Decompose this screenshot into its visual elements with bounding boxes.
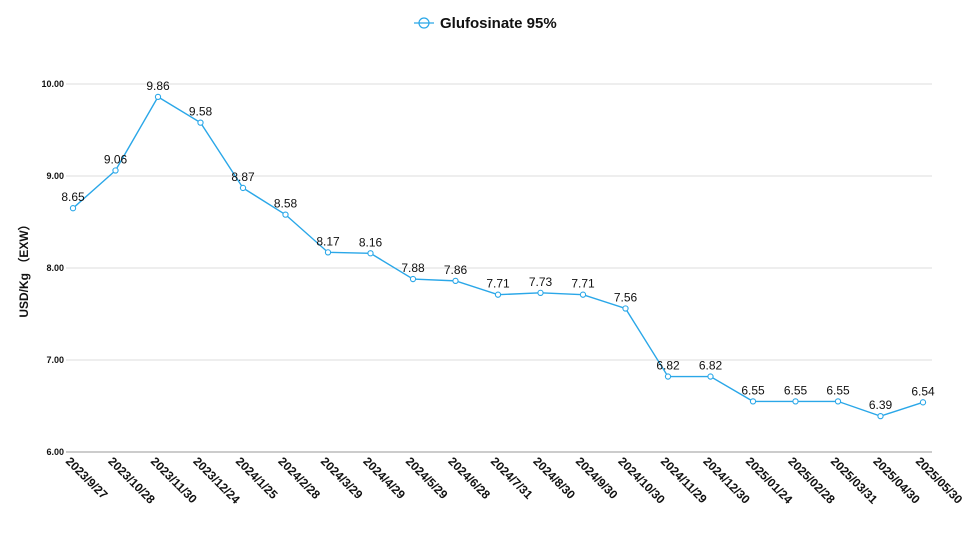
data-point: [707, 373, 714, 380]
data-label: 7.73: [529, 275, 553, 289]
x-tick-label: 2024/7/31: [488, 454, 536, 502]
x-tick-label: 2024/4/29: [360, 454, 408, 502]
data-label: 7.71: [571, 277, 595, 291]
data-label: 6.54: [911, 384, 935, 398]
data-point: [664, 373, 672, 380]
data-label: 7.71: [486, 277, 510, 291]
x-ticks: 2023/9/272023/10/282023/11/302023/12/242…: [63, 454, 966, 507]
data-label: 7.56: [614, 290, 638, 304]
data-point: [239, 184, 247, 192]
data-point: [877, 412, 884, 420]
data-point: [409, 275, 417, 283]
data-point: [579, 291, 587, 298]
data-label: 9.06: [104, 152, 128, 166]
data-label: 6.55: [741, 383, 765, 397]
data-label: 7.88: [401, 261, 425, 275]
data-label: 6.55: [784, 383, 808, 397]
data-label: 9.58: [189, 105, 213, 119]
series-line: [72, 95, 924, 417]
data-label: 8.16: [359, 235, 383, 249]
data-point: [494, 291, 502, 298]
x-tick-label: 2024/2/28: [275, 454, 323, 502]
data-point: [324, 249, 332, 256]
data-point: [282, 211, 289, 218]
data-point: [919, 399, 927, 406]
data-label: 8.87: [231, 170, 255, 184]
y-tick-label: 9.00: [46, 171, 64, 181]
data-point: [452, 277, 459, 285]
data-label: 9.86: [146, 79, 170, 93]
y-tick-label: 10.00: [41, 79, 64, 89]
x-tick-label: 2024/3/29: [318, 454, 366, 502]
data-point: [537, 289, 544, 296]
data-point: [622, 305, 629, 312]
data-labels: 8.65 9.06 9.86 9.58 8.87 8.58 8.17 8.16 7.88 7.86…: [61, 79, 935, 412]
data-point: [834, 398, 842, 405]
data-label: 8.58: [274, 197, 298, 211]
data-point: [69, 205, 77, 212]
data-label: 6.39: [869, 398, 893, 412]
data-label: 8.65: [61, 190, 85, 204]
data-points: [69, 93, 927, 420]
data-label: 6.82: [656, 359, 680, 373]
grid: [66, 83, 932, 453]
data-label: 8.17: [316, 234, 340, 248]
data-label: 6.55: [826, 383, 850, 397]
y-tick-label: 8.00: [46, 263, 64, 273]
x-tick-label: 2024/8/30: [530, 454, 578, 502]
series-glufosinate: [72, 95, 924, 417]
data-point: [792, 398, 799, 405]
data-point: [197, 119, 204, 126]
legend: Glufosinate 95%: [414, 15, 557, 32]
x-tick-label: 2024/6/28: [445, 454, 493, 502]
y-tick-label: 7.00: [46, 355, 64, 365]
data-point: [112, 167, 119, 174]
y-axis-label: USD/Kg （EXW）: [16, 218, 31, 317]
data-point: [367, 250, 374, 257]
y-ticks: 6.00 7.00 8.00 9.00 10.00: [41, 79, 64, 457]
data-label: 6.82: [699, 359, 723, 373]
x-tick-label: 2023/9/27: [63, 454, 111, 502]
x-tick-label: 2024/9/30: [573, 454, 621, 502]
data-label: 7.86: [444, 263, 468, 277]
data-point: [749, 398, 757, 405]
y-tick-label: 6.00: [46, 447, 64, 457]
x-tick-label: 2025/05/30: [913, 454, 966, 507]
legend-label: Glufosinate 95%: [440, 15, 557, 32]
x-tick-label: 2024/5/29: [403, 454, 451, 502]
data-point: [154, 93, 162, 101]
